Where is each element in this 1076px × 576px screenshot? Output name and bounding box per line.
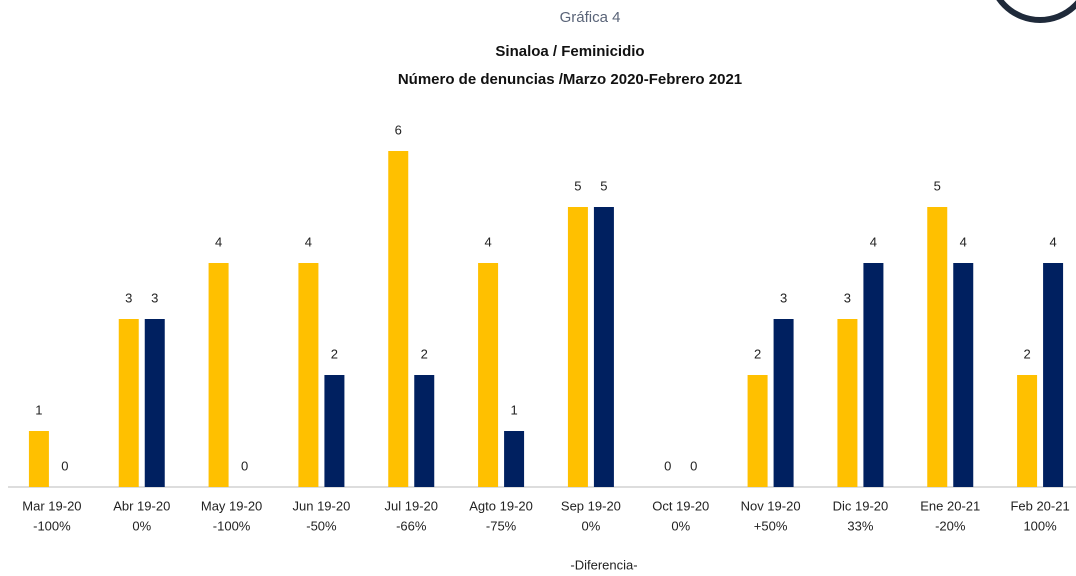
value-label: 0 <box>61 458 68 473</box>
value-label: 3 <box>780 290 787 305</box>
bar <box>118 319 139 487</box>
figure-number: Gráfica 4 <box>560 9 621 26</box>
bar <box>747 375 768 487</box>
decoration-ring <box>996 0 1076 23</box>
bar <box>144 319 165 487</box>
difference-label: -20% <box>935 518 966 533</box>
difference-label: 0% <box>132 518 151 533</box>
bar <box>324 375 345 487</box>
value-label: 4 <box>1049 234 1056 249</box>
x-tick-label: Jul 19-20 <box>385 498 438 513</box>
bar <box>388 151 409 487</box>
x-tick-label: Jun 19-20 <box>293 498 351 513</box>
x-tick-label: Dic 19-20 <box>833 498 889 513</box>
difference-label: -66% <box>396 518 427 533</box>
value-label: 3 <box>151 290 158 305</box>
value-label: 3 <box>844 290 851 305</box>
difference-label: 0% <box>671 518 690 533</box>
x-tick-label: Mar 19-20 <box>22 498 81 513</box>
value-label: 4 <box>960 234 967 249</box>
value-label: 2 <box>1023 346 1030 361</box>
x-tick-label: Ene 20-21 <box>920 498 980 513</box>
x-tick-label: Agto 19-20 <box>469 498 533 513</box>
difference-label: +50% <box>754 518 788 533</box>
chart-subtitle: Número de denuncias /Marzo 2020-Febrero … <box>398 71 742 88</box>
bar <box>208 263 229 487</box>
x-tick-label: Oct 19-20 <box>652 498 709 513</box>
value-label: 0 <box>690 458 697 473</box>
value-label: 2 <box>331 346 338 361</box>
x-tick-label: Feb 20-21 <box>1010 498 1069 513</box>
value-label: 4 <box>870 234 877 249</box>
value-label: 3 <box>125 290 132 305</box>
x-axis-label: -Diferencia- <box>570 557 637 572</box>
difference-label: -75% <box>486 518 517 533</box>
bar <box>28 431 49 487</box>
difference-label: 100% <box>1023 518 1057 533</box>
value-label: 1 <box>510 402 517 417</box>
bar <box>1017 375 1038 487</box>
bar <box>504 431 525 487</box>
value-label: 4 <box>215 234 222 249</box>
x-tick-label: Nov 19-20 <box>741 498 801 513</box>
value-label: 6 <box>395 122 402 137</box>
bar <box>863 263 884 487</box>
bar <box>773 319 794 487</box>
x-tick-label: Abr 19-20 <box>113 498 170 513</box>
value-label: 5 <box>934 178 941 193</box>
bar <box>414 375 435 487</box>
value-label: 2 <box>421 346 428 361</box>
value-label: 2 <box>754 346 761 361</box>
x-tick-label: Sep 19-20 <box>561 498 621 513</box>
bar <box>1043 263 1064 487</box>
difference-label: -50% <box>306 518 337 533</box>
bar <box>953 263 974 487</box>
value-label: 4 <box>305 234 312 249</box>
bar <box>567 207 588 487</box>
x-tick-label: May 19-20 <box>201 498 262 513</box>
value-label: 0 <box>241 458 248 473</box>
value-label: 1 <box>35 402 42 417</box>
difference-label: -100% <box>33 518 71 533</box>
bar <box>927 207 948 487</box>
difference-label: 0% <box>582 518 601 533</box>
value-label: 5 <box>600 178 607 193</box>
value-label: 5 <box>574 178 581 193</box>
value-label: 0 <box>664 458 671 473</box>
difference-label: -100% <box>213 518 251 533</box>
bar <box>593 207 614 487</box>
value-label: 4 <box>484 234 491 249</box>
bar <box>298 263 319 487</box>
bar <box>837 319 858 487</box>
chart-title: Sinaloa / Feminicidio <box>495 43 644 60</box>
bar <box>478 263 499 487</box>
difference-label: 33% <box>847 518 873 533</box>
